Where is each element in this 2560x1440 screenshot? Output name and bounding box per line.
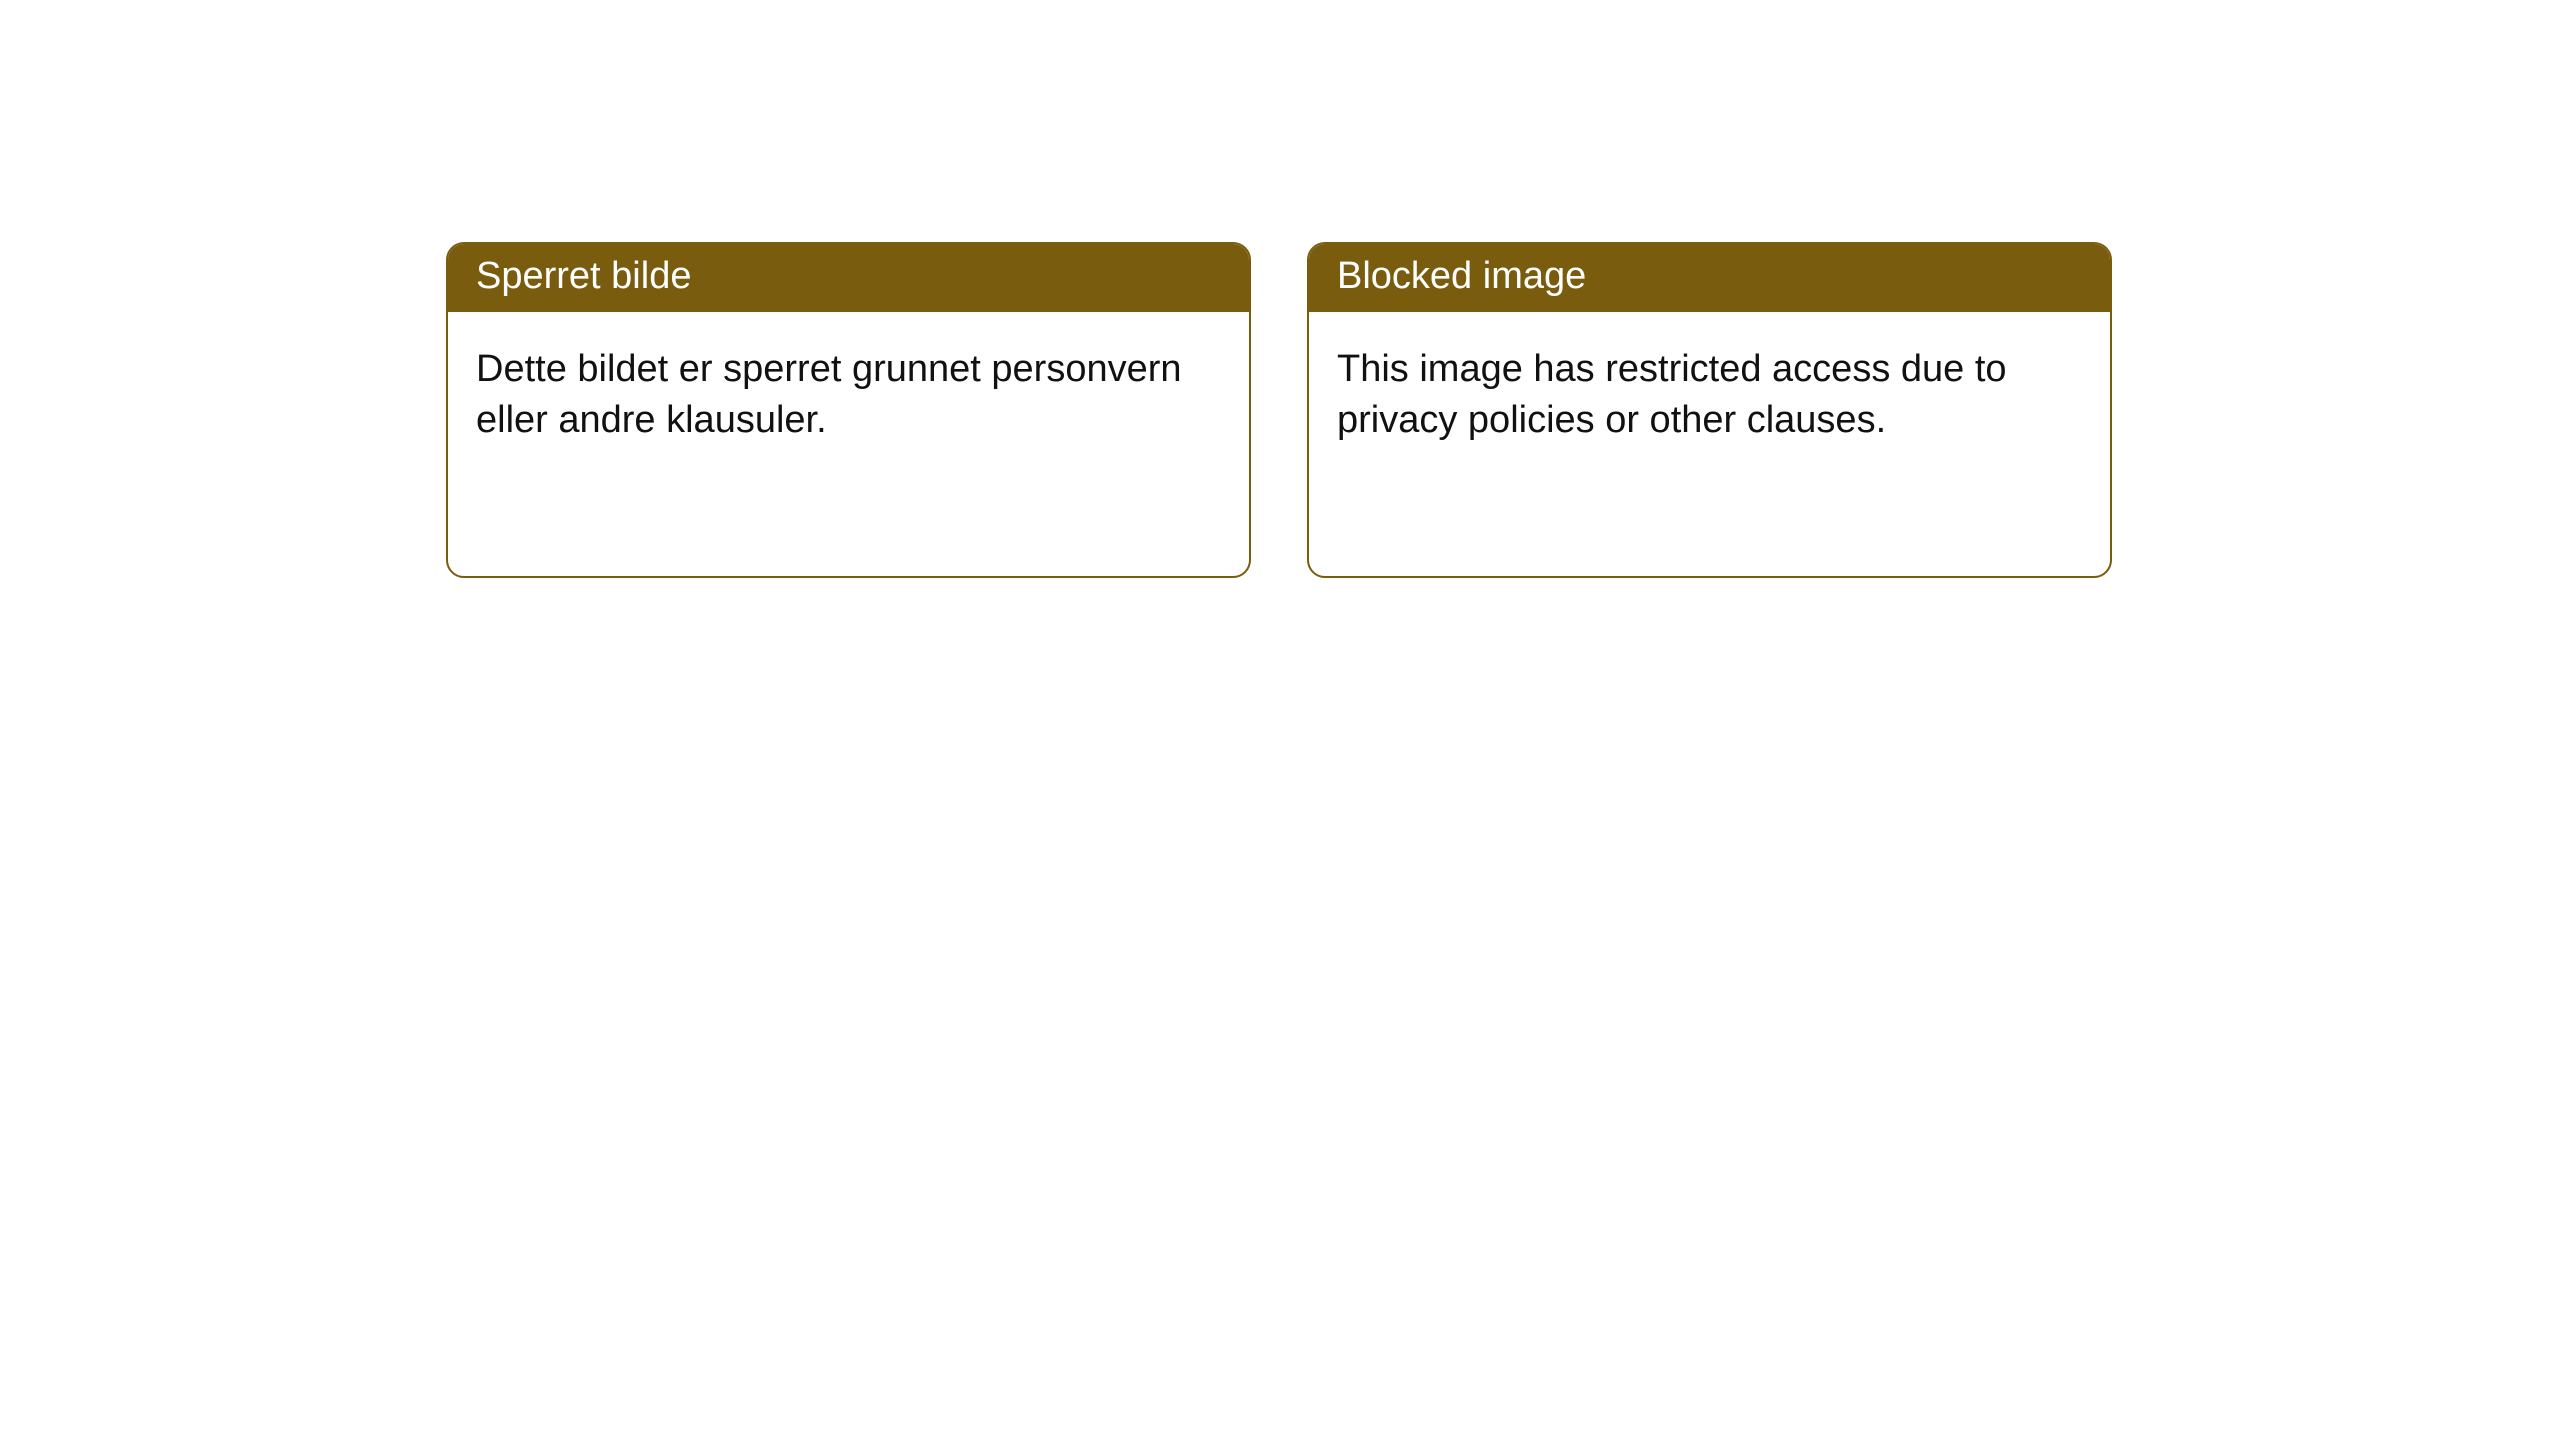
card-title: Blocked image	[1337, 255, 1586, 297]
card-header: Sperret bilde	[448, 244, 1249, 312]
notice-card-english: Blocked image This image has restricted …	[1307, 242, 2112, 578]
card-body: Dette bildet er sperret grunnet personve…	[448, 312, 1249, 475]
card-message: This image has restricted access due to …	[1337, 348, 2007, 441]
card-message: Dette bildet er sperret grunnet personve…	[476, 348, 1182, 441]
card-body: This image has restricted access due to …	[1309, 312, 2110, 475]
card-title: Sperret bilde	[476, 255, 691, 297]
notice-container: Sperret bilde Dette bildet er sperret gr…	[446, 242, 2112, 578]
notice-card-norwegian: Sperret bilde Dette bildet er sperret gr…	[446, 242, 1251, 578]
card-header: Blocked image	[1309, 244, 2110, 312]
